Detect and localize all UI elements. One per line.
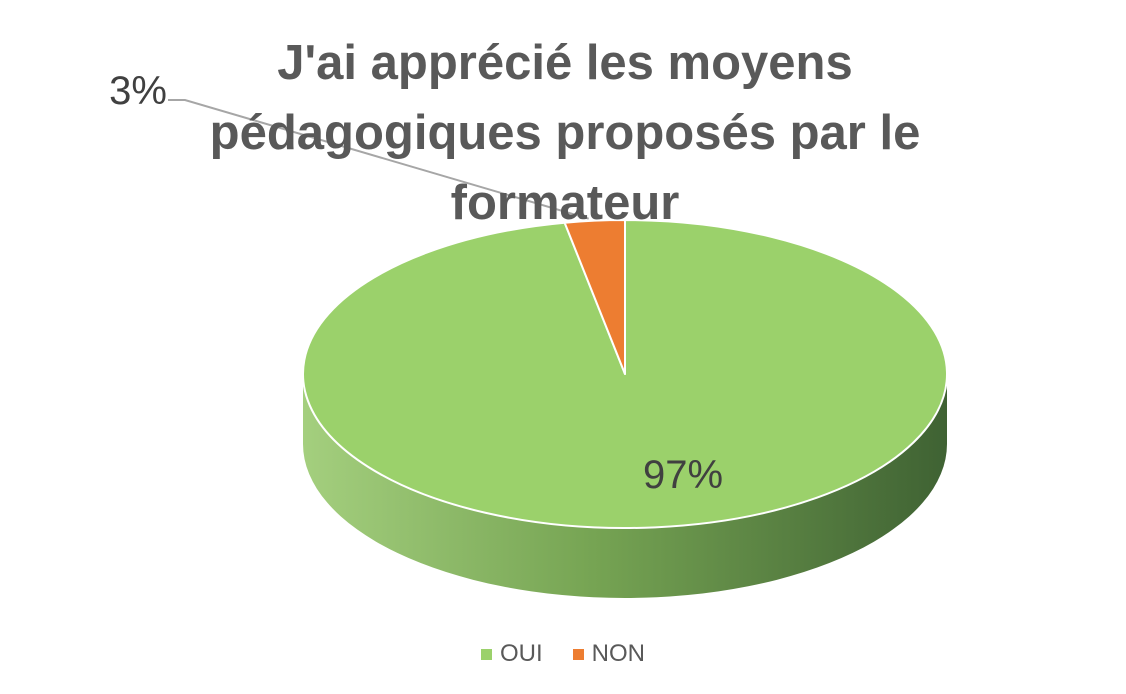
data-label-non: 3% (109, 69, 167, 113)
legend-label-non: NON (591, 640, 645, 667)
pie-plot-area: 97% 3% (109, 69, 949, 598)
legend-label-oui: OUI (499, 640, 543, 667)
pie-side-wall (303, 374, 947, 598)
legend-swatch-oui (480, 648, 492, 660)
chart-title: J'ai apprécié les moyens pédagogiques pr… (209, 36, 921, 230)
chart-legend: OUI NON (0, 640, 1126, 668)
pie-slice-non (563, 219, 626, 375)
legend-swatch-non (572, 648, 584, 660)
legend-entry-oui: OUI (480, 640, 543, 668)
data-label-oui: 97% (643, 453, 723, 497)
legend-entry-non: NON (572, 640, 645, 668)
leader-line-non (168, 99, 589, 220)
